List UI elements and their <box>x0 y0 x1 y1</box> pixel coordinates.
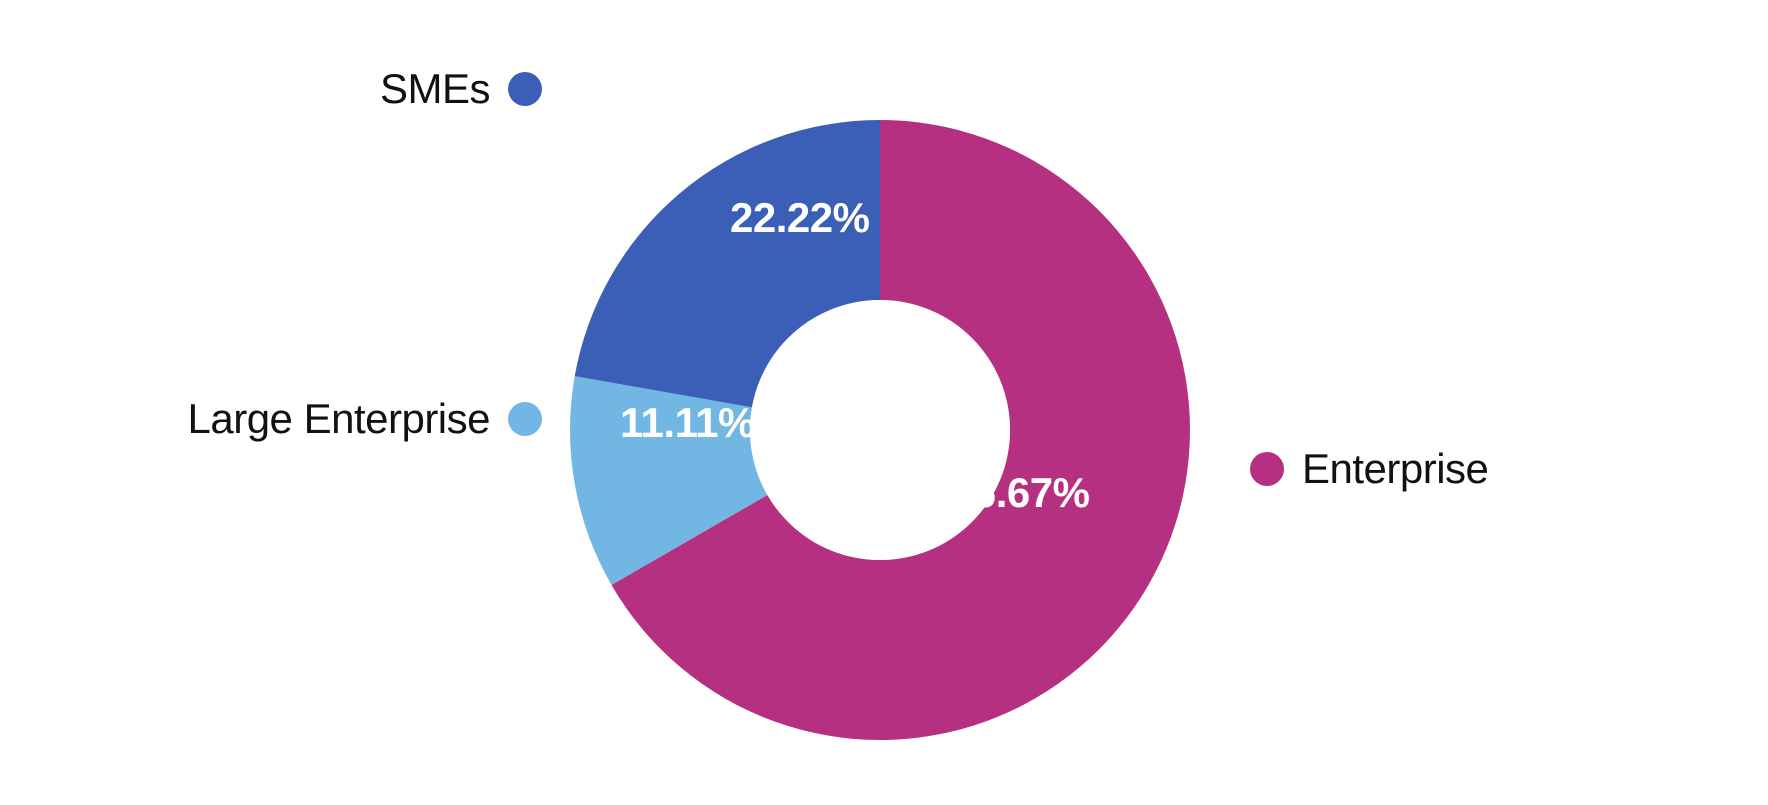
legend-dot-smes <box>508 72 542 106</box>
legend-label-smes: SMEs <box>380 65 490 113</box>
legend-dot-enterprise <box>1250 452 1284 486</box>
legend-smes: SMEs <box>380 65 542 113</box>
donut-chart: Enterprise Large Enterprise SMEs 66.67% … <box>0 0 1768 805</box>
value-large-enterprise: 11.11% <box>620 399 755 447</box>
value-smes: 22.22% <box>730 194 869 242</box>
legend-label-large-enterprise: Large Enterprise <box>187 395 490 443</box>
legend-large-enterprise: Large Enterprise <box>187 395 542 443</box>
legend-enterprise: Enterprise <box>1250 445 1488 493</box>
value-enterprise: 66.67% <box>950 469 1089 517</box>
legend-dot-large-enterprise <box>508 402 542 436</box>
legend-label-enterprise: Enterprise <box>1302 445 1488 493</box>
donut-hole <box>750 300 1010 560</box>
